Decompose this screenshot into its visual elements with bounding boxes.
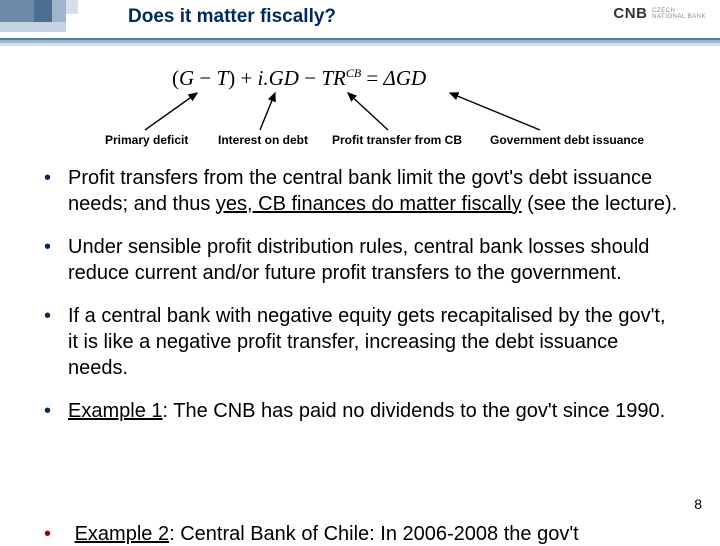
header-divider bbox=[0, 38, 720, 46]
label-interest-on-debt: Interest on debt bbox=[218, 133, 308, 147]
bullet-item: Example 1: The CNB has paid no dividends… bbox=[40, 399, 680, 425]
label-primary-deficit: Primary deficit bbox=[105, 133, 188, 147]
label-debt-issuance: Government debt issuance bbox=[490, 133, 644, 147]
bullet-list: Profit transfers from the central bank l… bbox=[40, 166, 680, 425]
header-decoration bbox=[0, 0, 95, 40]
logo-sub: CZECH NATIONAL BANK bbox=[652, 8, 706, 21]
bank-logo: CNB CZECH NATIONAL BANK bbox=[613, 6, 706, 23]
cutoff-text: Example 2 bbox=[75, 523, 170, 545]
page-number: 8 bbox=[694, 496, 702, 512]
underlined-text: Example 1 bbox=[68, 400, 163, 422]
bullet-item: Profit transfers from the central bank l… bbox=[40, 166, 680, 217]
label-profit-transfer: Profit transfer from CB bbox=[332, 133, 462, 147]
slide-title: Does it matter fiscally? bbox=[128, 6, 336, 28]
underlined-text: yes, CB finances do matter fiscally bbox=[216, 193, 522, 215]
equation-block: (G − T) + i.GD − TRCB = ΔGD Primary defi… bbox=[0, 58, 720, 158]
slide-body: Profit transfers from the central bank l… bbox=[0, 158, 720, 425]
logo-main: CNB bbox=[613, 6, 647, 23]
cutoff-bullet: Example 2: Central Bank of Chile: In 200… bbox=[44, 523, 579, 546]
slide-header: Does it matter fiscally? CNB CZECH NATIO… bbox=[0, 0, 720, 54]
bullet-item: If a central bank with negative equity g… bbox=[40, 304, 680, 381]
bullet-item: Under sensible profit distribution rules… bbox=[40, 235, 680, 286]
